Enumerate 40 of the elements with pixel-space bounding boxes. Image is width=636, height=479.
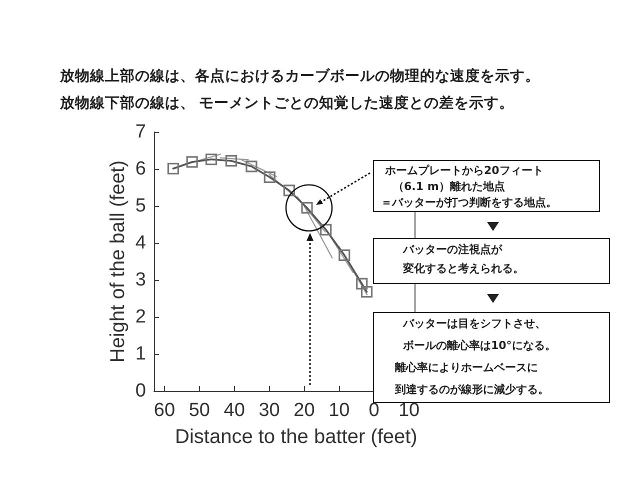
y-tick-label: 1 [135,344,146,364]
x-tick-label: 40 [224,400,245,421]
point [264,171,276,183]
x-tick-label: 60 [154,400,176,421]
point [167,162,180,174]
annotation: バッターの注視点が [403,243,502,257]
y-tick-label: 2 [135,306,146,328]
x-tick-label: 30 [258,400,280,421]
y-tick-label: 3 [135,270,146,290]
annotation: 到達するのが線形に減少する。 [395,383,549,397]
x-tick-label: 20 [294,400,315,421]
x-tick-label: 10 [328,400,350,421]
annotation: 変化すると考えられる。 [403,262,524,276]
annotation: ホームプレートから20フィート [385,164,544,178]
y-axis-title: Height of the ball (feet) [107,160,129,363]
x-tick-label: 0 [368,400,380,421]
y-tick-label: 7 [135,122,146,142]
point [360,286,373,298]
x-tick-label: 10 [398,400,420,421]
y-tick-label: 5 [135,196,146,216]
annotation: （6.1 m）離れた地点 [393,180,505,194]
point [356,278,368,290]
x-tick-label: 50 [188,400,210,421]
point [320,224,332,236]
y-tick-label: 6 [135,158,146,180]
point [338,249,350,262]
y-tick-label: 4 [135,232,146,254]
point [283,184,295,196]
x-axis-title: Distance to the batter (feet) [175,426,418,448]
chart-subtitle: 放物線下部の線は、 モーメントごとの知覚した速度との差を示す。 [59,94,514,112]
annotation: ＝バッターが打つ判断をする地点。 [381,196,557,210]
chart-title: 放物線上部の線は、各点におけるカーブボールの物理的な速度を示す。 [59,66,540,84]
annotation: バッターは目をシフトさせ、 [403,317,546,331]
point [225,155,238,167]
point [205,154,218,166]
annotation: 離心率によりホームベースに [395,361,538,375]
point [186,156,198,168]
y-tick-label: 0 [135,380,146,402]
annotation: ボールの離心率は10°になる。 [403,339,556,353]
point [246,160,258,172]
